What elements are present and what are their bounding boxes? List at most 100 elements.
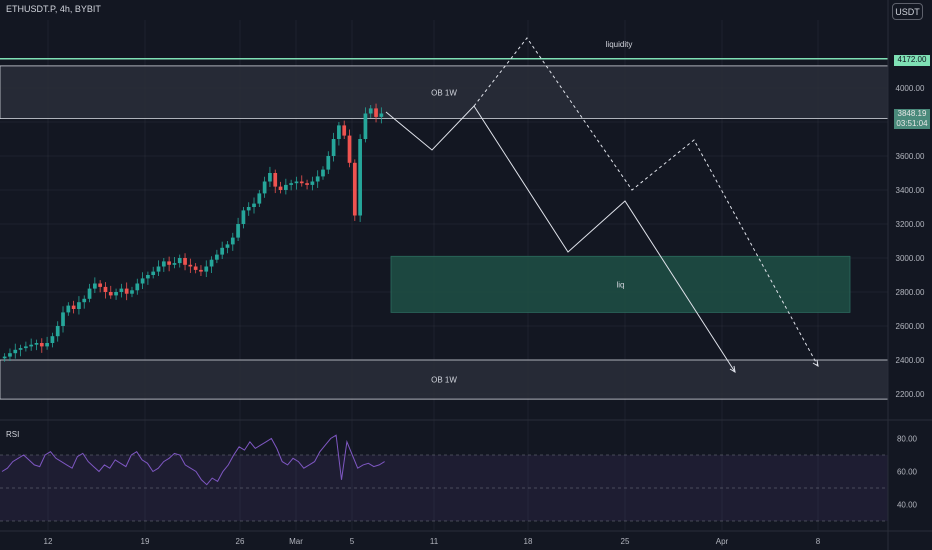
- zones: OB 1W liq OB 1W liquidity: [0, 40, 889, 400]
- candle-body: [241, 210, 246, 224]
- candle-body: [103, 286, 108, 292]
- price-tick-label: 4000.00: [896, 84, 925, 93]
- time-tick-label: 11: [430, 537, 439, 546]
- rsi-pane: [0, 419, 932, 522]
- candle-body: [135, 283, 140, 291]
- candle-body: [199, 269, 203, 272]
- candle-body: [87, 288, 92, 299]
- candle-body: [172, 263, 177, 265]
- candle-body: [278, 186, 283, 190]
- candle-body: [299, 181, 304, 184]
- candles: [2, 103, 384, 362]
- candle-body: [146, 275, 150, 279]
- candle-body: [77, 302, 81, 309]
- candle-body: [50, 336, 55, 343]
- candle-body: [114, 292, 118, 296]
- candle-body: [257, 193, 262, 204]
- candle-body: [2, 356, 7, 359]
- currency-button[interactable]: USDT: [892, 3, 923, 20]
- rsi-tick-label: 40.00: [897, 501, 918, 510]
- candle-body: [337, 125, 341, 139]
- candle-body: [225, 244, 230, 248]
- candle-body: [268, 173, 272, 182]
- candle-body: [204, 266, 209, 272]
- candle-body: [326, 156, 331, 170]
- price-tick-label: 2200.00: [896, 390, 925, 399]
- candle-body: [215, 254, 219, 260]
- candle-body: [252, 203, 256, 207]
- price-axis[interactable]: 4000.003800.003600.003400.003200.003000.…: [887, 0, 925, 550]
- candle-body: [156, 266, 161, 272]
- candle-body: [193, 266, 198, 270]
- candle-body: [283, 184, 288, 190]
- liquidity-price-tag: 4172.00: [894, 55, 930, 66]
- candle-body: [379, 113, 384, 117]
- candle-body: [209, 259, 214, 267]
- projection-paths: [385, 37, 819, 373]
- candle-body: [82, 298, 87, 303]
- candle-body: [66, 305, 71, 313]
- candle-body: [347, 135, 352, 163]
- time-tick-label: 19: [141, 537, 150, 546]
- candle-body: [124, 288, 129, 294]
- time-tick-label: 12: [44, 537, 53, 546]
- candle-body: [24, 346, 28, 349]
- time-tick-label: 26: [236, 537, 245, 546]
- candle-body: [358, 139, 362, 216]
- candle-body: [55, 326, 60, 337]
- price-tick-label: 2800.00: [896, 288, 925, 297]
- candle-body: [321, 169, 325, 177]
- candle-body: [315, 176, 320, 182]
- candle-body: [262, 181, 267, 194]
- candle-body: [92, 283, 97, 289]
- last-price-tag: 3848.19 03:51:04: [894, 109, 930, 129]
- candle-body: [352, 162, 357, 216]
- candle-body: [246, 207, 251, 211]
- candle-body: [98, 283, 103, 287]
- zone-label: OB 1W: [431, 376, 457, 385]
- candle-body: [188, 264, 193, 267]
- candle-body: [374, 108, 378, 117]
- rsi-label: RSI: [6, 430, 20, 439]
- time-tick-label: 25: [621, 537, 630, 546]
- candle-body: [18, 348, 23, 350]
- price-tick-label: 2600.00: [896, 322, 925, 331]
- candle-body: [130, 290, 134, 294]
- time-tick-label: Apr: [716, 537, 729, 546]
- candle-body: [310, 181, 315, 185]
- time-tick-label: 5: [350, 537, 355, 546]
- candle-body: [13, 349, 18, 354]
- symbol-title[interactable]: ETHUSDT.P, 4h, BYBIT: [6, 4, 101, 14]
- price-tick-label: 3600.00: [896, 152, 925, 161]
- time-axis[interactable]: 12 19 26 Mar 5 11 18 25 Apr 8: [0, 530, 932, 546]
- zone-0: [0, 65, 889, 120]
- candle-body: [71, 305, 76, 309]
- candle-body: [34, 343, 39, 345]
- time-tick-label: 18: [524, 537, 533, 546]
- time-tick-label: Mar: [289, 537, 303, 546]
- candle-body: [8, 353, 12, 357]
- candle-body: [289, 183, 294, 185]
- price-tick-label: 3200.00: [896, 220, 925, 229]
- candle-body: [177, 258, 182, 264]
- candle-body: [294, 181, 299, 184]
- candle-body: [331, 139, 336, 156]
- candle-body: [61, 312, 65, 326]
- candle-body: [363, 113, 368, 139]
- candle-body: [183, 258, 187, 265]
- candle-body: [140, 278, 145, 284]
- projection-dashed-arrow: [812, 359, 819, 367]
- candle-body: [119, 288, 124, 292]
- zone-label: OB 1W: [431, 88, 457, 97]
- candle-body: [220, 247, 225, 255]
- rsi-tick-label: 80.00: [897, 435, 918, 444]
- candle-body: [108, 292, 113, 296]
- candle-body: [151, 271, 156, 275]
- rsi-tick-label: 60.00: [897, 468, 918, 477]
- candle-body: [342, 125, 347, 136]
- rsi-line: [1, 434, 385, 486]
- candle-body: [29, 344, 34, 347]
- zone-1: [390, 255, 851, 313]
- candle-body: [161, 261, 166, 267]
